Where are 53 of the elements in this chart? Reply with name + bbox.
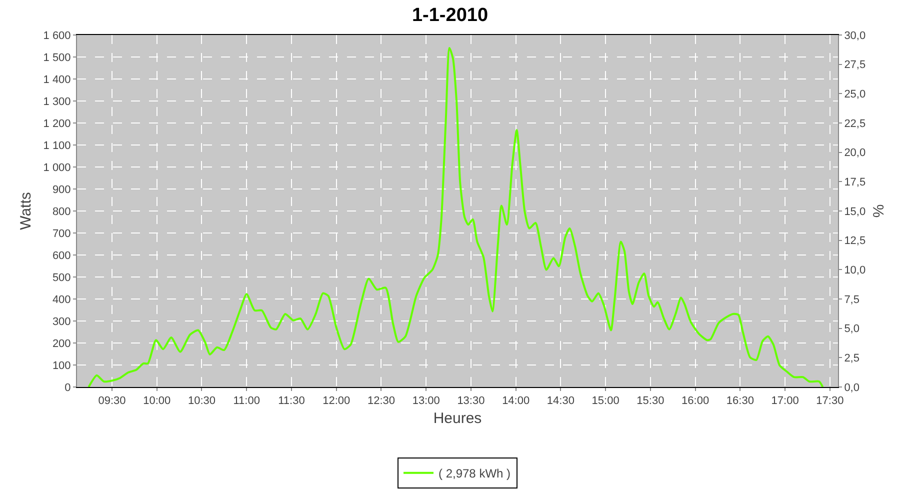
y-tick-label: 100 bbox=[52, 360, 71, 372]
legend-label: ( 2,978 kWh ) bbox=[438, 466, 511, 481]
x-tick-label: 11:00 bbox=[233, 395, 260, 408]
y-tick-label: 800 bbox=[52, 206, 71, 218]
x-tick-label: 14:00 bbox=[502, 395, 530, 408]
y2-tick-label: 22,5 bbox=[844, 118, 866, 130]
y-tick-label: 1 500 bbox=[43, 52, 71, 64]
x-tick-label: 12:00 bbox=[322, 395, 350, 408]
y2-tick-label: 7,5 bbox=[844, 294, 860, 306]
x-tick-label: 13:30 bbox=[457, 395, 485, 408]
x-tick-label: 10:30 bbox=[188, 395, 216, 408]
y2-tick-label: 12,5 bbox=[844, 235, 866, 248]
y2-tick-label: 10,0 bbox=[844, 264, 866, 277]
x-tick-label: 16:00 bbox=[682, 395, 710, 408]
y2-tick-label: 5,0 bbox=[844, 323, 860, 336]
x-axis-title: Heures bbox=[433, 410, 482, 428]
y2-tick-label: 17,5 bbox=[844, 176, 866, 189]
y-tick-label: 1 600 bbox=[43, 30, 71, 42]
y-tick-label: 600 bbox=[52, 250, 71, 262]
y-tick-label: 0 bbox=[64, 382, 71, 394]
y-tick-label: 700 bbox=[52, 228, 71, 240]
x-tick-label: 17:00 bbox=[771, 395, 799, 408]
x-tick-label: 15:30 bbox=[636, 395, 664, 408]
x-tick-label: 17:30 bbox=[816, 395, 844, 408]
y2-tick-label: 20,0 bbox=[844, 147, 866, 160]
x-tick-label: 09:30 bbox=[98, 395, 126, 408]
x-tick-label: 14:30 bbox=[546, 395, 574, 408]
y-tick-label: 900 bbox=[52, 184, 71, 196]
y-tick-label: 1 000 bbox=[43, 162, 71, 174]
y-tick-label: 1 300 bbox=[43, 96, 71, 108]
y-tick-label: 1 200 bbox=[43, 118, 71, 130]
y2-tick-label: 2,5 bbox=[844, 352, 860, 365]
x-tick-label: 10:00 bbox=[143, 395, 171, 408]
y-tick-label: 300 bbox=[52, 316, 71, 328]
y-axis-title: Watts bbox=[18, 192, 35, 230]
y2-tick-label: 25,0 bbox=[844, 88, 866, 101]
y-tick-label: 200 bbox=[52, 338, 71, 350]
x-tick-label: 15:00 bbox=[592, 395, 620, 408]
y-tick-label: 500 bbox=[52, 272, 71, 284]
line-series bbox=[88, 46, 824, 387]
y2-tick-label: 27,5 bbox=[844, 59, 866, 72]
y-tick-label: 1 400 bbox=[43, 74, 71, 86]
x-tick-label: 13:00 bbox=[412, 395, 440, 408]
y2-tick-label: 0,0 bbox=[844, 382, 860, 394]
y-tick-label: 400 bbox=[52, 294, 71, 306]
x-tick-label: 16:30 bbox=[726, 395, 754, 408]
y2-tick-label: 30,0 bbox=[844, 30, 866, 42]
y2-axis-title: % bbox=[870, 204, 888, 218]
y2-tick-label: 15,0 bbox=[844, 206, 866, 218]
chart-title: 1-1-2010 bbox=[412, 4, 488, 26]
y-tick-label: 1 100 bbox=[43, 140, 71, 152]
x-tick-label: 12:30 bbox=[367, 395, 395, 408]
x-tick-label: 11:30 bbox=[278, 395, 305, 408]
